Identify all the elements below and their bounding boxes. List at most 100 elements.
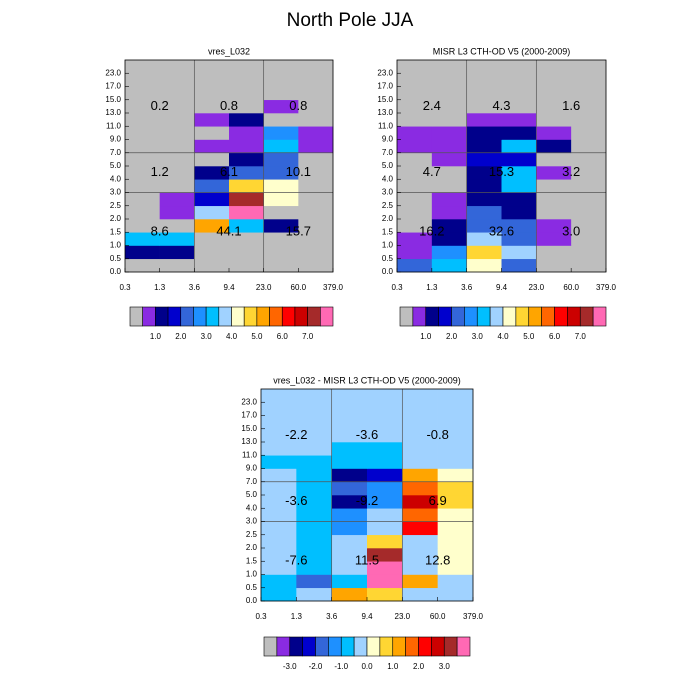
y-tick-label: 17.0	[241, 411, 257, 420]
heatmap-cell	[501, 60, 537, 74]
heatmap-cell	[331, 561, 368, 575]
heatmap-cell	[331, 521, 368, 536]
y-tick-label: 3.0	[110, 188, 122, 197]
heatmap-cell	[194, 113, 230, 127]
heatmap-cell	[367, 548, 403, 562]
heatmap-cell	[402, 415, 438, 430]
heatmap-cell	[298, 179, 334, 193]
heatmap-cell	[261, 534, 297, 549]
heatmap-cell	[229, 166, 264, 180]
heatmap-cell	[159, 192, 195, 207]
colorbar-label: 1.0	[150, 332, 162, 341]
heatmap-cell	[125, 139, 160, 154]
y-tick-label: 1.5	[246, 556, 258, 565]
heatmap-cell	[431, 192, 467, 207]
heatmap-cell	[431, 126, 467, 140]
x-tick-label: 1.3	[426, 283, 438, 292]
region-label: -0.8	[426, 427, 448, 442]
colorbar-label: -3.0	[283, 662, 297, 671]
region-label: 6.9	[429, 493, 447, 508]
region-label: 8.6	[151, 224, 169, 239]
heatmap-cell	[194, 245, 230, 260]
heatmap-cell	[466, 192, 502, 207]
heatmap-cell	[571, 126, 607, 140]
heatmap-cell	[298, 86, 334, 101]
heatmap-cell	[194, 205, 230, 220]
heatmap-cell	[263, 258, 299, 273]
heatmap-cell	[125, 73, 160, 87]
heatmap-cell	[263, 99, 299, 114]
heatmap-cell	[331, 455, 368, 469]
heatmap-cell	[296, 455, 332, 469]
heatmap-cell	[159, 126, 195, 140]
heatmap-cell	[261, 574, 297, 589]
colorbar-label: 3.0	[439, 662, 451, 671]
heatmap-cell	[571, 60, 607, 74]
x-tick-label: 9.4	[223, 283, 235, 292]
heatmap-cell	[571, 258, 607, 273]
heatmap-cell	[159, 258, 195, 273]
heatmap-cell	[437, 402, 474, 416]
heatmap-cell	[501, 258, 537, 273]
colorbar-swatch	[425, 306, 439, 327]
colorbar-swatch	[167, 306, 182, 327]
heatmap-cell	[571, 232, 607, 246]
heatmap-cell	[298, 166, 334, 180]
y-tick-label: 0.0	[110, 267, 122, 276]
heatmap-cell	[437, 574, 474, 589]
heatmap-cell	[125, 232, 160, 246]
heatmap-cell	[402, 587, 438, 602]
heatmap-cell	[296, 428, 332, 443]
heatmap-cell	[229, 126, 264, 140]
heatmap-cell	[261, 468, 297, 483]
heatmap-cell	[402, 389, 438, 403]
colorbar-label: 3.0	[472, 332, 484, 341]
heatmap-cell	[331, 548, 368, 562]
heatmap-cell	[296, 442, 332, 456]
heatmap-cell	[397, 139, 433, 154]
heatmap-cell	[367, 508, 403, 522]
heatmap-cell	[331, 428, 368, 443]
colorbar-label: 4.0	[226, 332, 238, 341]
heatmap-cell	[367, 534, 403, 549]
heatmap-cell	[229, 152, 264, 167]
y-tick-label: 2.5	[246, 530, 258, 539]
heatmap-cell	[437, 521, 474, 536]
heatmap-cell	[466, 99, 502, 114]
heatmap-cell	[536, 73, 572, 87]
heatmap-cell	[159, 166, 195, 180]
heatmap-cell	[229, 86, 264, 101]
heatmap-cell	[536, 245, 572, 260]
y-tick-label: 9.0	[246, 464, 258, 473]
heatmap-cell	[331, 495, 368, 509]
heatmap-cell	[296, 481, 332, 496]
heatmap-cell	[536, 60, 572, 74]
heatmap-cell	[296, 548, 332, 562]
region-label: 44.1	[216, 224, 241, 239]
region-label: -3.6	[285, 493, 307, 508]
region-label: 1.2	[151, 164, 169, 179]
colorbar-swatch	[218, 306, 232, 327]
region-label: 11.5	[355, 553, 379, 568]
colorbar-label: 6.0	[277, 332, 289, 341]
heatmap-cell	[367, 481, 403, 496]
y-tick-label: 23.0	[241, 397, 257, 406]
colorbar-swatch	[276, 636, 291, 657]
y-tick-label: 23.0	[377, 68, 393, 77]
y-tick-label: 2.5	[382, 201, 394, 210]
heatmap-cell	[194, 99, 230, 114]
heatmap-cell	[501, 99, 537, 114]
heatmap-cell	[367, 442, 403, 456]
heatmap-cell	[501, 232, 537, 246]
y-tick-label: 9.0	[382, 135, 394, 144]
heatmap-cell	[571, 113, 607, 127]
colorbar-label: 0.0	[361, 662, 373, 671]
y-tick-label: 7.0	[110, 148, 122, 157]
heatmap-cell	[536, 179, 572, 193]
heatmap-cell	[263, 232, 299, 246]
panel-title: vres_L032 - MISR L3 CTH-OD V5 (2000-2009…	[273, 375, 461, 385]
heatmap-cell	[261, 521, 297, 536]
x-tick-label: 379.0	[596, 283, 617, 292]
colorbar-swatch	[243, 306, 258, 327]
heatmap-cell	[194, 166, 230, 180]
